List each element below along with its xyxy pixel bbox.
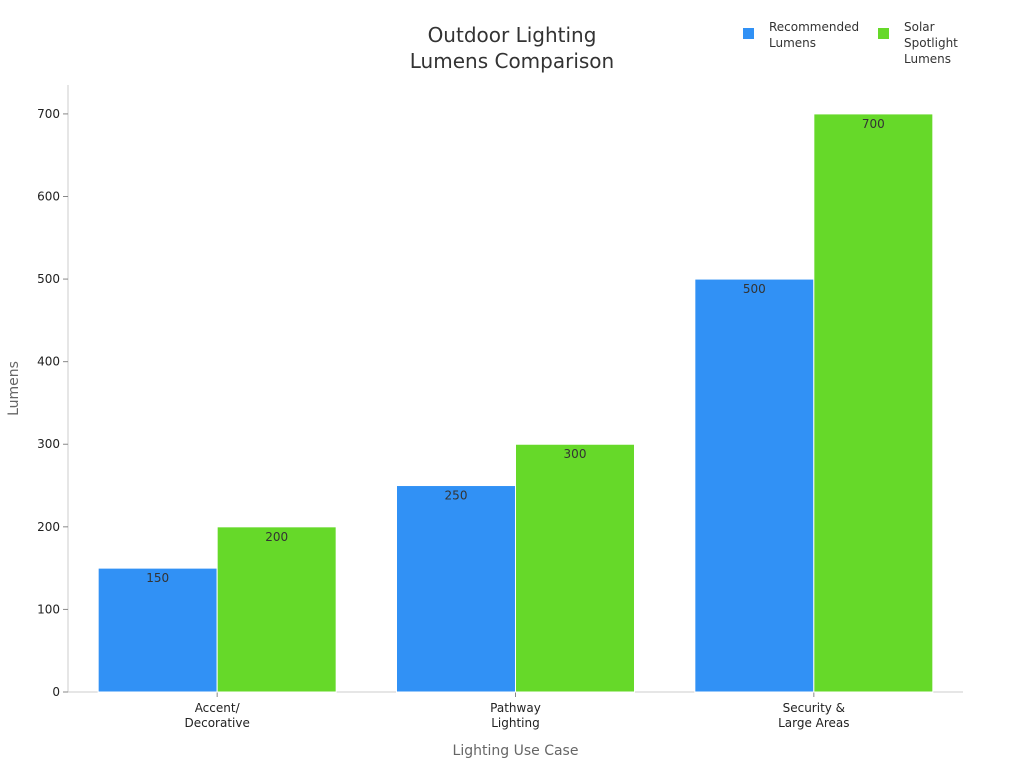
- chart-title-line: Outdoor Lighting: [428, 23, 597, 47]
- chart-title-line: Lumens Comparison: [410, 49, 614, 73]
- y-axis-label: Lumens: [6, 361, 22, 416]
- bar-value-label: 700: [862, 117, 885, 131]
- bar: [515, 443, 635, 693]
- legend-label: Lumens: [769, 36, 816, 50]
- x-axis-label: Lighting Use Case: [453, 743, 579, 759]
- x-tick-label: Lighting: [491, 716, 540, 730]
- bar-value-label: 250: [445, 489, 468, 503]
- bar: [97, 567, 218, 693]
- bar: [216, 526, 337, 693]
- legend: Recommended Lumens Solar Spotlight Lumens: [743, 20, 958, 66]
- y-tick-label: 100: [37, 602, 60, 616]
- bar: [813, 113, 934, 693]
- x-tick-label: Security &: [783, 701, 845, 715]
- legend-swatch: [743, 28, 754, 39]
- y-tick-label: 0: [52, 685, 60, 699]
- x-tick-label: Pathway: [490, 701, 541, 715]
- x-tick-label: Accent/: [195, 701, 241, 715]
- bars: [97, 113, 934, 693]
- legend-label: Recommended: [769, 20, 859, 34]
- bar: [694, 278, 815, 693]
- y-tick-label: 300: [37, 437, 60, 451]
- legend-label: Spotlight: [904, 36, 958, 50]
- y-tick-label: 600: [37, 189, 60, 203]
- y-tick-label: 400: [37, 355, 60, 369]
- y-tick-label: 200: [37, 520, 60, 534]
- legend-label: Solar: [904, 20, 935, 34]
- bar-value-label: 150: [146, 571, 169, 585]
- bar-value-label: 200: [265, 530, 288, 544]
- x-tick-label: Large Areas: [778, 716, 849, 730]
- x-tick-label: Decorative: [184, 716, 249, 730]
- legend-label: Lumens: [904, 52, 951, 66]
- legend-swatch: [878, 28, 889, 39]
- bar-value-label: 500: [743, 282, 766, 296]
- data-labels: 150 200 250 300 500 700: [146, 117, 885, 585]
- bar-value-label: 300: [564, 447, 587, 461]
- bar: [396, 485, 516, 693]
- y-tick-label: 700: [37, 107, 60, 121]
- y-tick-label: 500: [37, 272, 60, 286]
- axes: 0 100 200 300 400 500 600 700 Lumens Lighting Use…: [6, 85, 963, 759]
